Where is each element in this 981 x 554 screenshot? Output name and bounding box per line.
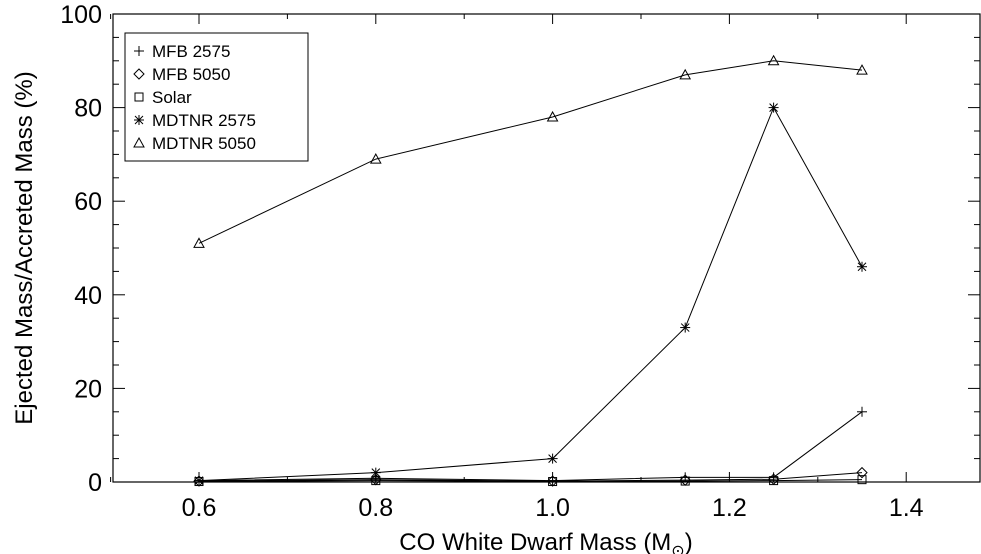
series-line-solar [198,479,863,483]
data-point-mdtnr-2575 [680,322,691,333]
data-point-mdtnr-2575 [194,475,204,486]
y-tick-label: 100 [60,1,102,29]
y-tick-label: 60 [74,188,102,216]
data-point-mdtnr-2575 [768,102,779,113]
data-point-mdtnr-5050 [546,110,559,122]
series-line-mdtnr-5050 [198,60,863,244]
series-mdtnr-5050 [193,54,868,248]
legend-label-mfb-5050: MFB 5050 [152,65,230,84]
tick-labels: 0.6 0.8 1.0 1.2 1.4 0 20 40 60 80 100 [60,1,923,522]
y-axis-title: Ejected Mass/Accreted Mass (%) [11,71,38,424]
legend: MFB 2575 MFB 5050 Solar MDTNR 2575 MDTNR 505… [124,32,309,162]
data-point-mdtnr-5050 [193,237,205,248]
data-point-mfb-5050 [193,475,205,487]
series-solar [194,475,867,487]
legend-label-mfb-2575: MFB 2575 [152,42,230,61]
y-tick-label: 40 [74,282,102,310]
legend-marker-mdtnr-5050 [133,136,145,148]
x-axis-title-close: ) [685,529,693,554]
data-point-mdtnr-5050 [767,54,780,66]
data-point-mdtnr-2575 [370,467,381,478]
data-point-mdtnr-2575 [857,261,867,272]
series-mdtnr-2575 [194,102,867,486]
data-point-mfb-5050 [856,466,868,479]
x-axis-title-subscript: ⊙ [671,543,684,554]
data-point-mdtnr-5050 [369,153,382,164]
legend-label-mdtnr-2575: MDTNR 2575 [152,111,256,130]
series-line-mdtnr-2575 [198,106,863,482]
x-tick-label: 1.0 [535,494,570,522]
legend-marker-mfb-5050 [133,68,145,80]
y-tick-label: 0 [88,469,102,497]
legend-label-solar: Solar [152,88,192,107]
series-layer [193,54,868,487]
x-axis-title: CO White Dwarf Mass (M⊙) [399,529,692,554]
series-line-mfb-2575 [198,411,863,482]
data-point-solar [857,475,867,485]
x-tick-label: 0.8 [358,494,393,522]
data-point-mdtnr-5050 [856,64,868,75]
data-point-mfb-2575 [857,406,867,417]
data-point-mfb-5050 [546,475,559,487]
x-tick-label: 1.2 [712,494,747,522]
data-point-solar [680,476,690,486]
legend-marker-mfb-2575 [134,46,144,56]
y-tick-label: 20 [74,375,102,403]
legend-box [124,32,309,162]
x-tick-label: 1.4 [889,494,924,522]
y-tick-label: 80 [74,95,102,123]
legend-marker-mdtnr-2575 [134,115,144,125]
data-point-solar [548,477,558,487]
series-mfb-2575 [194,406,867,486]
x-tick-label: 0.6 [182,494,217,522]
legend-marker-solar [134,92,144,102]
legend-label-mdtnr-5050: MDTNR 5050 [152,134,256,153]
axis-ticks [110,13,980,483]
data-point-mdtnr-5050 [679,68,692,80]
data-point-mdtnr-2575 [547,453,558,464]
data-point-solar [769,476,779,486]
series-line-mfb-5050 [198,472,863,482]
